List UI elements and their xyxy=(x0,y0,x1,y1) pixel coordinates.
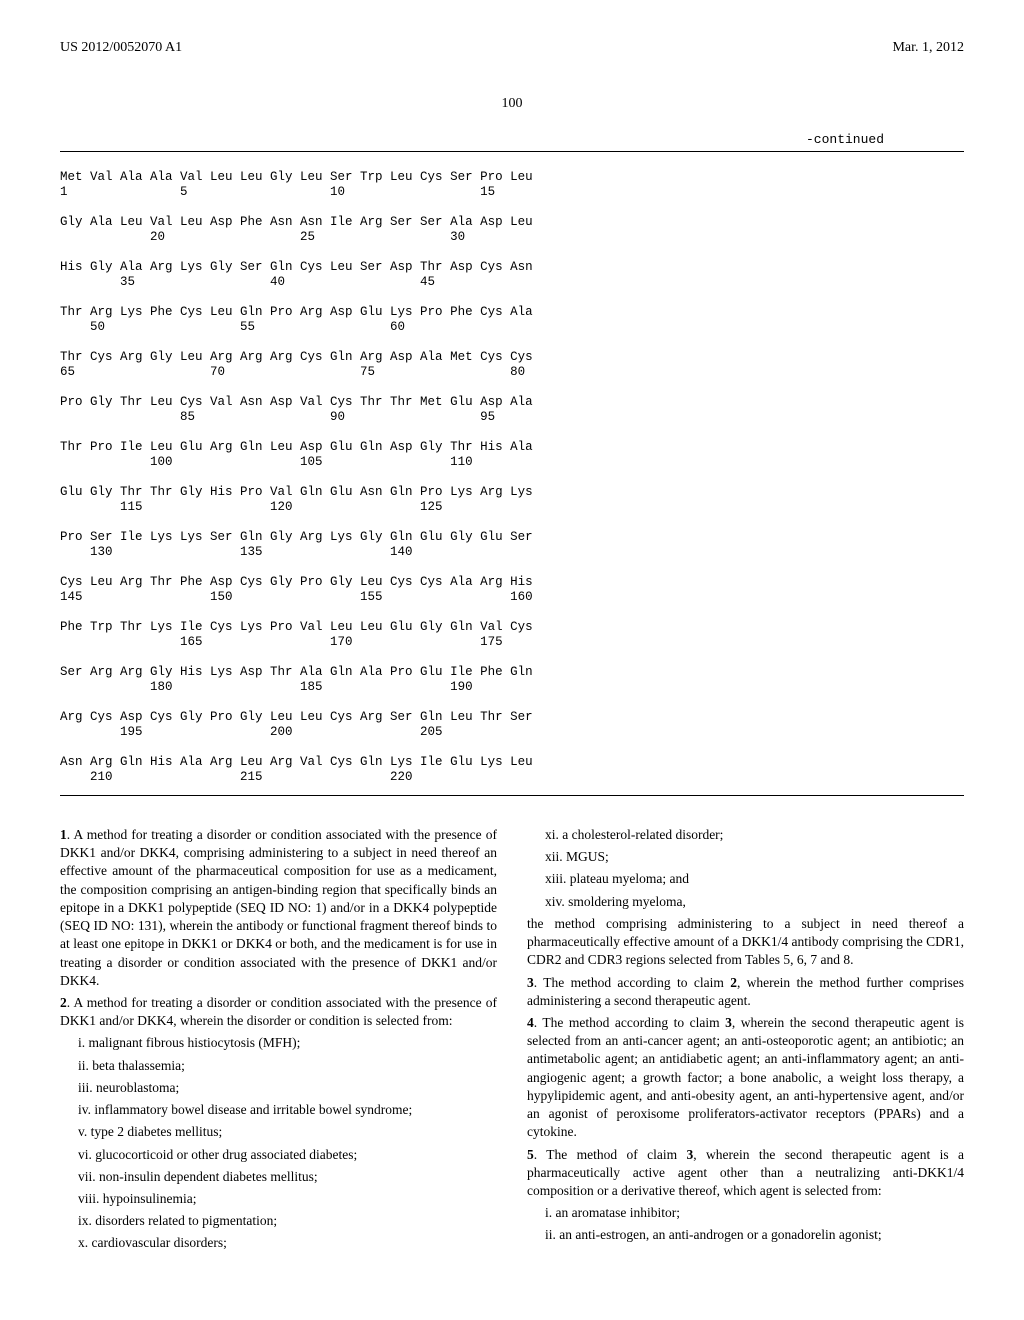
sequence-top-rule xyxy=(60,151,964,152)
claim-text: vii. non-insulin dependent diabetes mell… xyxy=(60,1168,497,1186)
claim-text: ix. disorders related to pigmentation; xyxy=(60,1212,497,1230)
claim-text: 4. The method according to claim 3, wher… xyxy=(527,1014,964,1142)
claim-text: viii. hypoinsulinemia; xyxy=(60,1190,497,1208)
claim-text: x. cardiovascular disorders; xyxy=(60,1234,497,1252)
sequence-listing: Met Val Ala Ala Val Leu Leu Gly Leu Ser … xyxy=(60,170,964,785)
continued-label: -continued xyxy=(60,132,964,147)
claim-text: xiii. plateau myeloma; and xyxy=(527,870,964,888)
claim-text: i. malignant fibrous histiocytosis (MFH)… xyxy=(60,1034,497,1052)
claim-text: 3. The method according to claim 2, wher… xyxy=(527,974,964,1010)
publication-number: US 2012/0052070 A1 xyxy=(60,40,182,56)
claim-text: iii. neuroblastoma; xyxy=(60,1079,497,1097)
claim-text: v. type 2 diabetes mellitus; xyxy=(60,1123,497,1141)
sequence-bottom-rule xyxy=(60,795,964,796)
claim-text: xii. MGUS; xyxy=(527,848,964,866)
claim-text: ii. beta thalassemia; xyxy=(60,1057,497,1075)
publication-date: Mar. 1, 2012 xyxy=(892,40,964,56)
claim-text: ii. an anti-estrogen, an anti-androgen o… xyxy=(527,1226,964,1244)
page-header: US 2012/0052070 A1 Mar. 1, 2012 xyxy=(60,40,964,56)
claim-text: the method comprising administering to a… xyxy=(527,915,964,970)
claim-text: xiv. smoldering myeloma, xyxy=(527,893,964,911)
claim-text: 1. A method for treating a disorder or c… xyxy=(60,826,497,990)
claim-text: 5. The method of claim 3, wherein the se… xyxy=(527,1146,964,1201)
claims-column-left: 1. A method for treating a disorder or c… xyxy=(60,826,497,1257)
claim-text: iv. inflammatory bowel disease and irrit… xyxy=(60,1101,497,1119)
claim-text: xi. a cholesterol-related disorder; xyxy=(527,826,964,844)
claims-column-right: xi. a cholesterol-related disorder; xii. … xyxy=(527,826,964,1257)
claim-text: vi. glucocorticoid or other drug associa… xyxy=(60,1146,497,1164)
claim-text: i. an aromatase inhibitor; xyxy=(527,1204,964,1222)
page-number: 100 xyxy=(60,96,964,112)
claim-text: 2. A method for treating a disorder or c… xyxy=(60,994,497,1030)
claims-columns: 1. A method for treating a disorder or c… xyxy=(60,826,964,1257)
